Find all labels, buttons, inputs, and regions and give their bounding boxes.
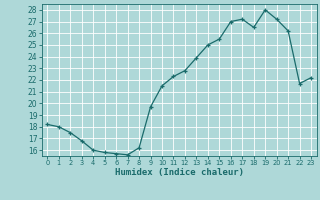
X-axis label: Humidex (Indice chaleur): Humidex (Indice chaleur) bbox=[115, 168, 244, 177]
